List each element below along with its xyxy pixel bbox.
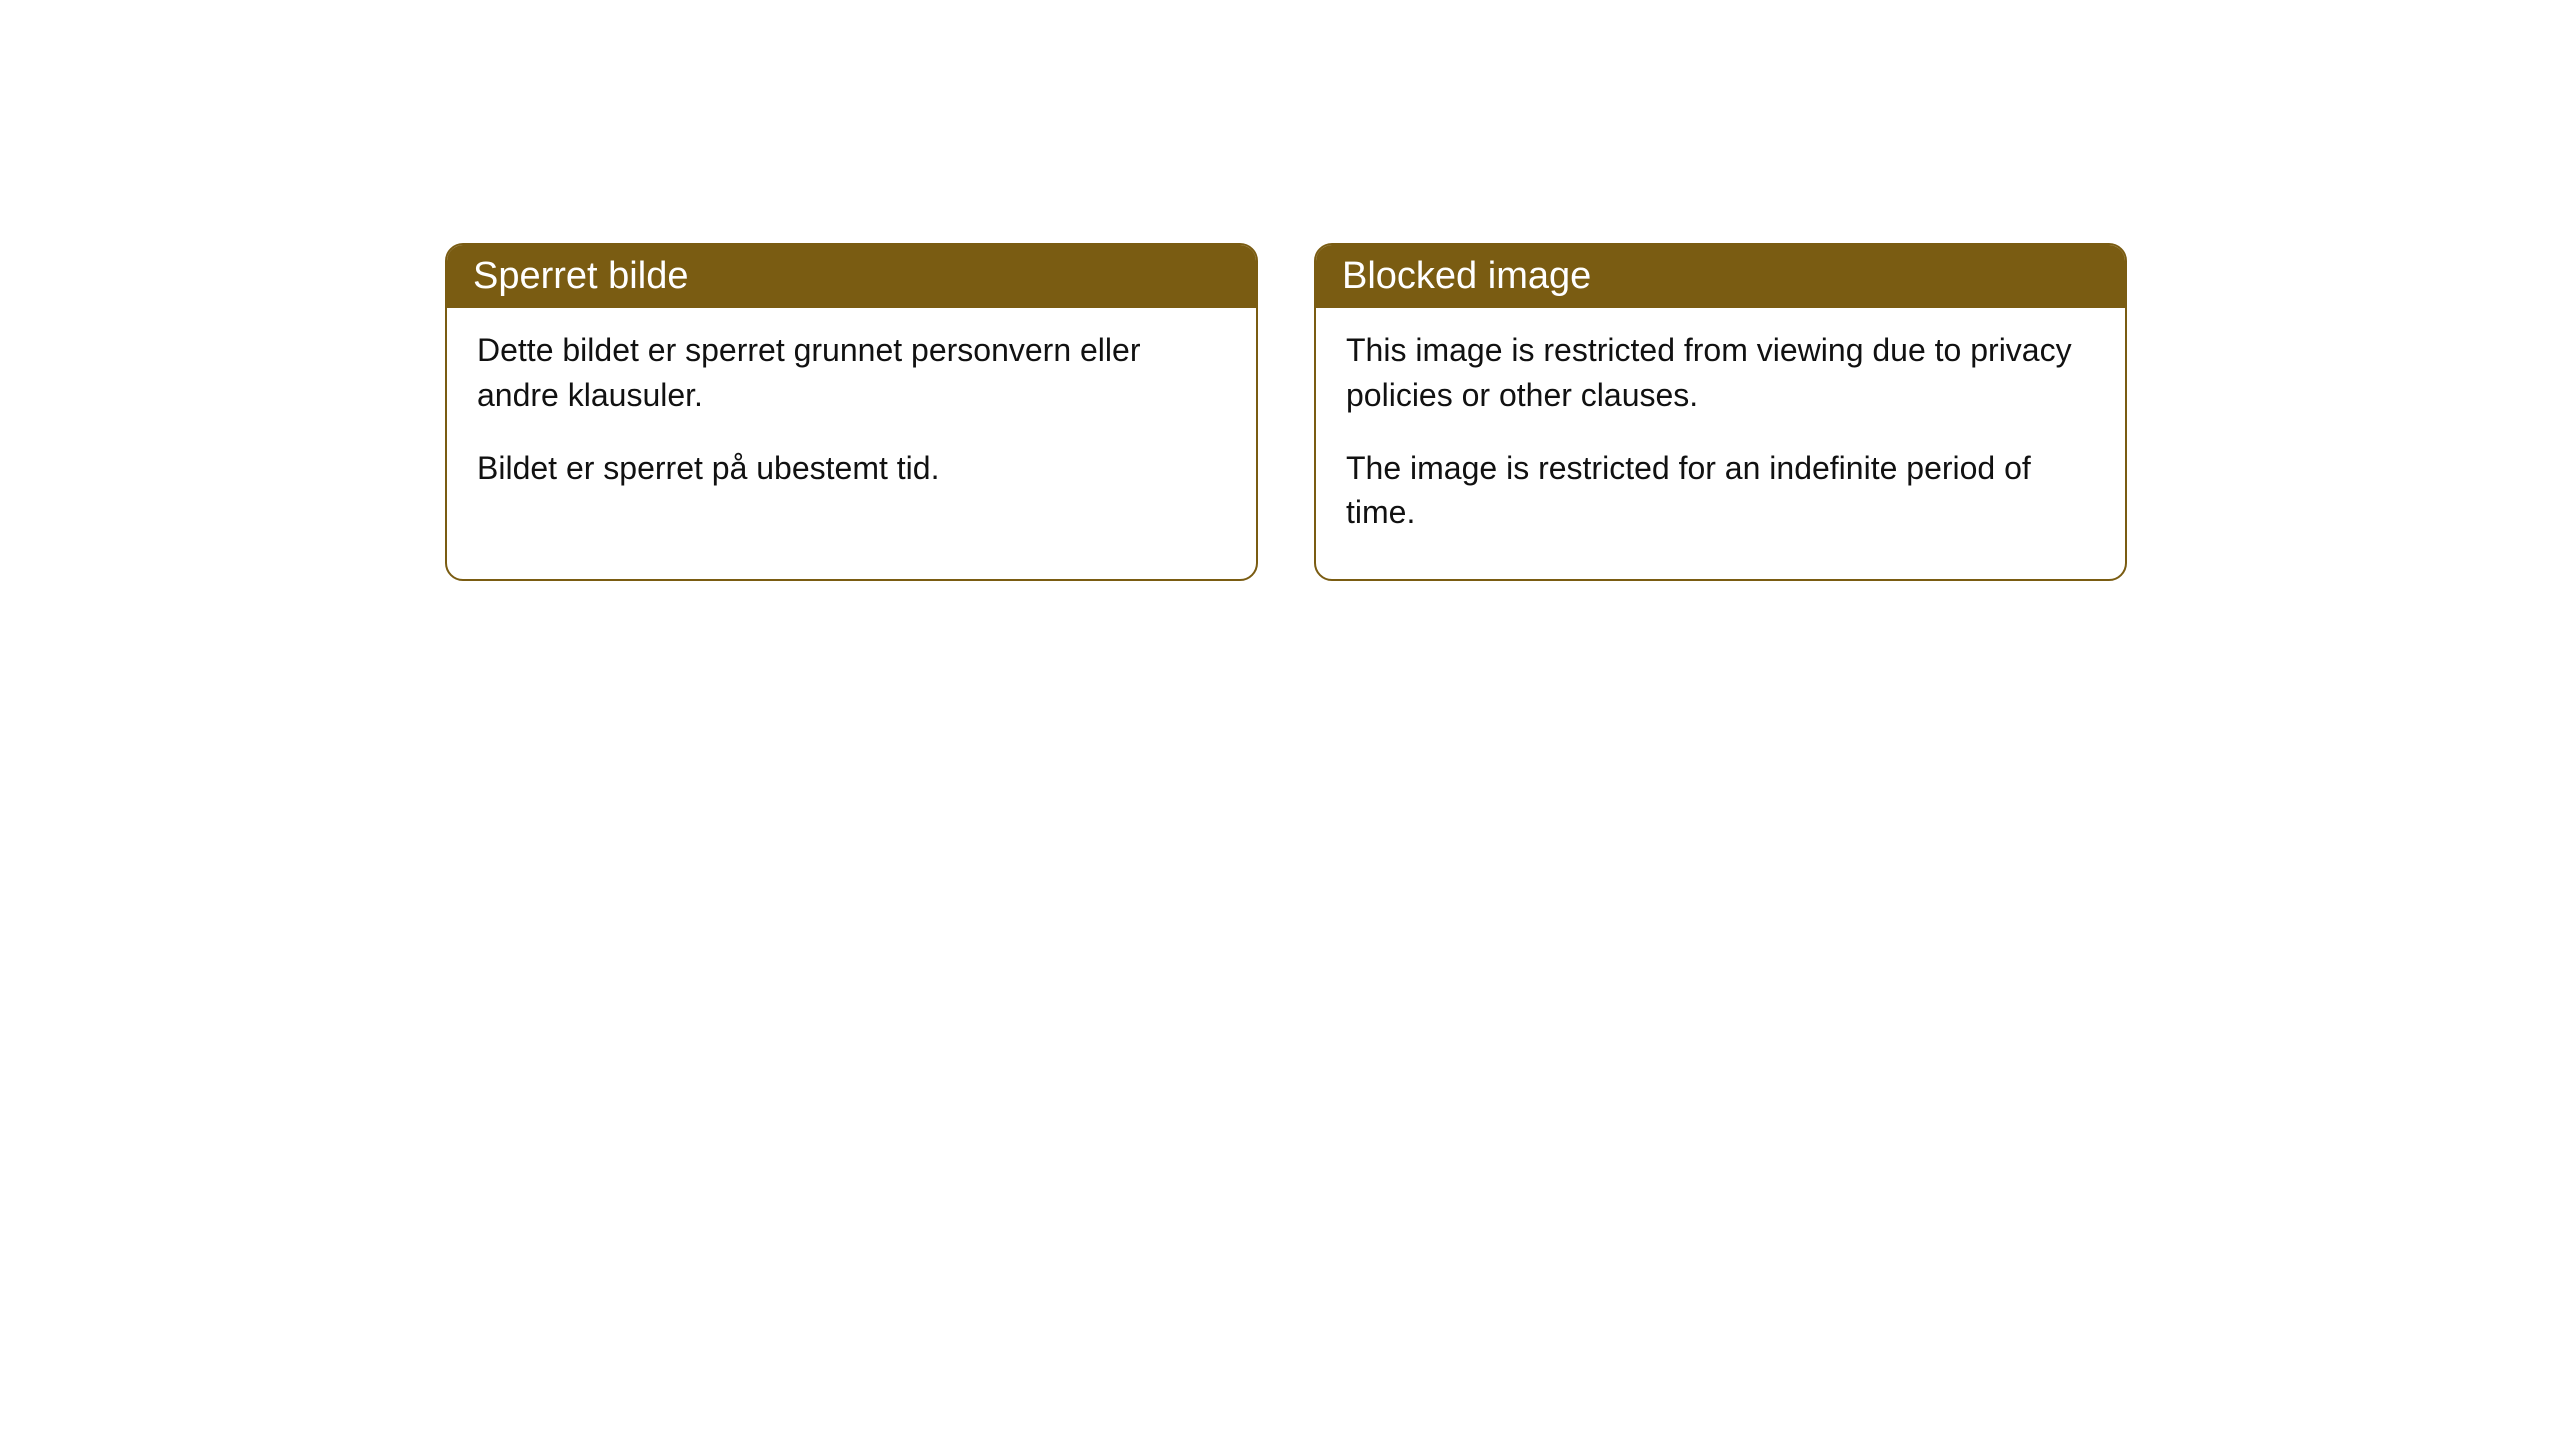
notice-title-norwegian: Sperret bilde xyxy=(447,245,1256,308)
notice-card-english: Blocked image This image is restricted f… xyxy=(1314,243,2127,581)
notice-body-english: This image is restricted from viewing du… xyxy=(1316,308,2125,579)
notice-card-norwegian: Sperret bilde Dette bildet er sperret gr… xyxy=(445,243,1258,581)
notice-title-english: Blocked image xyxy=(1316,245,2125,308)
notice-paragraph: Dette bildet er sperret grunnet personve… xyxy=(477,328,1226,418)
notice-paragraph: The image is restricted for an indefinit… xyxy=(1346,446,2095,536)
notice-container: Sperret bilde Dette bildet er sperret gr… xyxy=(0,0,2560,581)
notice-paragraph: Bildet er sperret på ubestemt tid. xyxy=(477,446,1226,491)
notice-body-norwegian: Dette bildet er sperret grunnet personve… xyxy=(447,308,1256,534)
notice-paragraph: This image is restricted from viewing du… xyxy=(1346,328,2095,418)
